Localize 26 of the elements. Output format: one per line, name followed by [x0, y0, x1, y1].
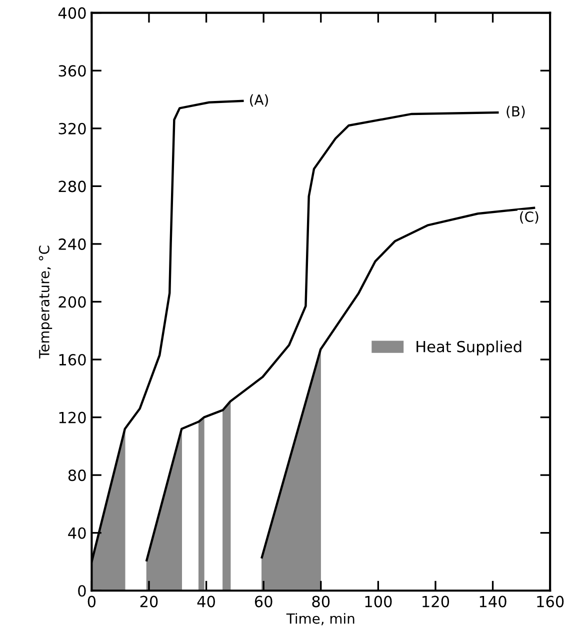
x-tick-label: 40 — [197, 596, 215, 608]
y-tick-label: 280 — [58, 180, 86, 192]
y-tick-label: 40 — [68, 527, 86, 539]
legend-label: Heat Supplied — [416, 340, 522, 356]
y-tick-label: 320 — [58, 122, 86, 134]
y-tick-label: 240 — [58, 238, 86, 250]
x-tick-label: 120 — [422, 596, 450, 608]
y-tick-label: 360 — [58, 65, 86, 77]
x-tick-label: 80 — [312, 596, 330, 608]
x-tick-label: 100 — [365, 596, 392, 608]
annotation: (C) — [520, 211, 538, 224]
y-tick-label: 200 — [58, 296, 86, 308]
x-tick-label: 140 — [480, 596, 506, 608]
y-tick-label: 80 — [68, 470, 86, 482]
x-tick-label: 60 — [254, 596, 272, 608]
y-tick-label: 400 — [58, 7, 86, 19]
annotation: (B) — [506, 106, 525, 118]
x-axis-title: Time, min — [286, 613, 354, 626]
x-tick-label: 0 — [88, 596, 96, 608]
x-tick-label: 160 — [537, 596, 564, 608]
x-tick-label: 20 — [140, 596, 158, 608]
annotation: (A) — [250, 94, 268, 107]
y-tick-label: 0 — [78, 585, 86, 597]
y-tick-label: 160 — [59, 354, 86, 366]
y-axis-title: Temperature, °C — [38, 246, 52, 358]
y-tick-label: 120 — [59, 412, 86, 424]
